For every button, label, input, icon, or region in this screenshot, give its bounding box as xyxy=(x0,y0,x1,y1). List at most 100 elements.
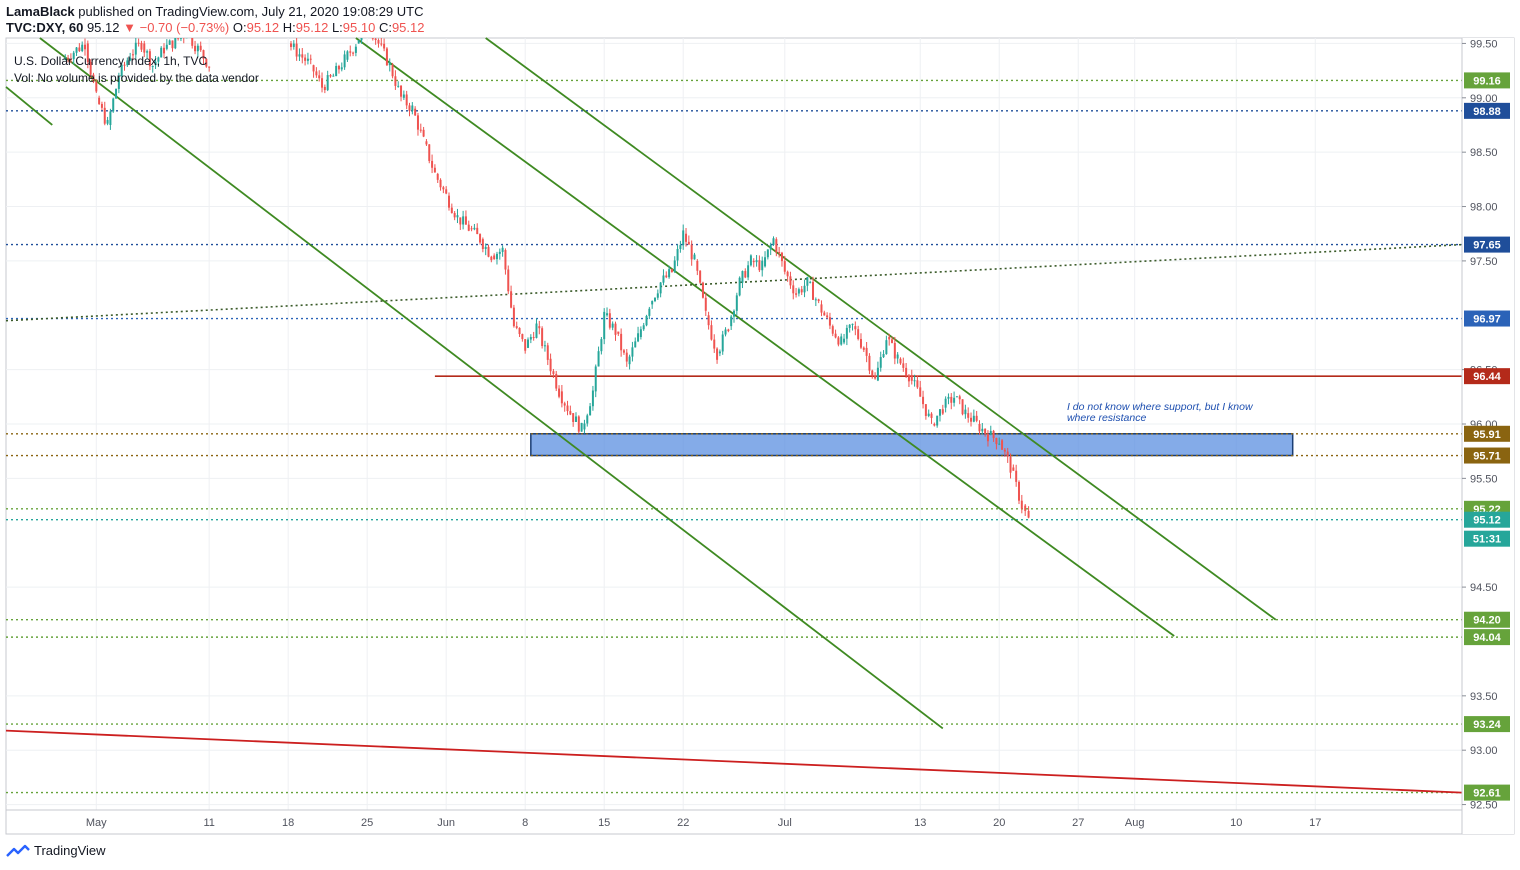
candle-body xyxy=(642,325,645,330)
candle-body xyxy=(521,334,524,340)
candle-body xyxy=(208,66,211,68)
candle-body xyxy=(682,230,685,246)
price-tag-label: 95.71 xyxy=(1473,451,1501,463)
candle-body xyxy=(95,81,98,92)
candle-body xyxy=(797,289,800,294)
annotation[interactable]: I do not know where support, but I knoww… xyxy=(1067,401,1254,424)
candle-body xyxy=(140,42,143,50)
candle-body xyxy=(377,40,380,44)
candle-body xyxy=(972,415,975,422)
trendline xyxy=(5,243,1463,322)
candle-body xyxy=(422,129,425,137)
candle-body xyxy=(668,269,671,278)
candle-body xyxy=(535,323,538,338)
candle-body xyxy=(163,47,166,54)
candle-body xyxy=(569,411,572,415)
candle-body xyxy=(445,189,448,194)
candle-body xyxy=(812,281,815,300)
candle-body xyxy=(735,295,738,311)
candle-body xyxy=(834,333,837,338)
candle-body xyxy=(464,216,467,225)
candle-body xyxy=(792,285,795,294)
candle-body xyxy=(1020,500,1023,509)
candle-body xyxy=(343,54,346,68)
close-label: C: xyxy=(378,20,392,35)
candle-body xyxy=(936,415,939,426)
candle-body xyxy=(970,417,973,422)
candle-body xyxy=(67,57,70,60)
candle-body xyxy=(995,438,998,445)
candle-body xyxy=(992,430,995,439)
candle-body xyxy=(179,38,182,39)
candle-body xyxy=(504,250,507,270)
candle-body xyxy=(292,43,295,47)
candle-body xyxy=(64,57,67,60)
price-tick-label: 98.00 xyxy=(1470,202,1498,214)
candle-body xyxy=(168,40,171,45)
candle-body xyxy=(507,269,510,292)
price-tag-box xyxy=(1464,716,1510,733)
candle-body xyxy=(380,43,383,45)
open-label: O: xyxy=(232,20,247,35)
candle-body xyxy=(493,255,496,260)
candle-body xyxy=(416,115,419,130)
tradingview-logo-icon[interactable] xyxy=(6,844,30,858)
candle-body xyxy=(1012,467,1015,471)
candle-body xyxy=(1001,440,1004,450)
candle-body xyxy=(645,315,648,326)
candle-body xyxy=(543,345,546,347)
candle-body xyxy=(978,424,981,432)
price-tag-box xyxy=(1464,236,1510,253)
candle-body xyxy=(888,337,891,340)
candle-body xyxy=(614,323,617,335)
candle-body xyxy=(848,324,851,328)
candle-body xyxy=(857,329,860,339)
candle-body xyxy=(733,310,735,317)
price-tag-label: 97.65 xyxy=(1473,240,1501,252)
time-tick-label: Jul xyxy=(778,817,792,829)
time-axis[interactable]: May 11 18 25 Jun 8 15 22 Jul 13 20 27 Aug 10 17 xyxy=(86,817,1321,829)
candle-body xyxy=(450,207,453,214)
author-name[interactable]: LamaBlack xyxy=(6,4,75,19)
candle-body xyxy=(902,363,905,368)
brand-name[interactable]: TradingView xyxy=(34,843,106,858)
candle-body xyxy=(868,355,871,371)
candle-body xyxy=(1024,505,1027,511)
price-chart[interactable]: I do not know where support, but I knoww… xyxy=(0,0,1520,840)
candle-body xyxy=(306,58,309,61)
candle-body xyxy=(744,271,747,278)
candle-body xyxy=(98,97,101,104)
candle-body xyxy=(772,238,775,245)
time-tick-label: 22 xyxy=(677,817,689,829)
candle-body xyxy=(487,246,490,257)
candle-body xyxy=(707,315,710,326)
candle-body xyxy=(1003,449,1006,452)
candle-body xyxy=(814,299,817,301)
trendlines[interactable] xyxy=(5,37,1463,794)
candle-body xyxy=(357,40,360,44)
candle-body xyxy=(817,299,820,302)
candle-body xyxy=(541,328,544,346)
candle-body xyxy=(134,42,137,55)
candle-body xyxy=(354,46,357,53)
candle-body xyxy=(171,40,174,49)
time-tick-label: 27 xyxy=(1072,817,1084,829)
candle-body xyxy=(397,85,400,87)
candle-body xyxy=(981,428,984,432)
horizontal-levels[interactable] xyxy=(6,79,1462,794)
candle-body xyxy=(538,326,541,329)
candle-body xyxy=(120,64,123,77)
candle-body xyxy=(651,301,654,305)
candle-body xyxy=(659,282,662,294)
candle-body xyxy=(907,375,910,382)
candle-body xyxy=(919,387,922,397)
candle-body xyxy=(859,338,862,348)
candle-body xyxy=(160,47,163,58)
candle-body xyxy=(580,422,583,432)
candle-body xyxy=(679,245,682,249)
candle-body xyxy=(826,315,829,318)
candle-body xyxy=(809,281,812,283)
candle-body xyxy=(752,260,755,263)
candle-body xyxy=(687,241,690,245)
candle-body xyxy=(436,173,439,180)
